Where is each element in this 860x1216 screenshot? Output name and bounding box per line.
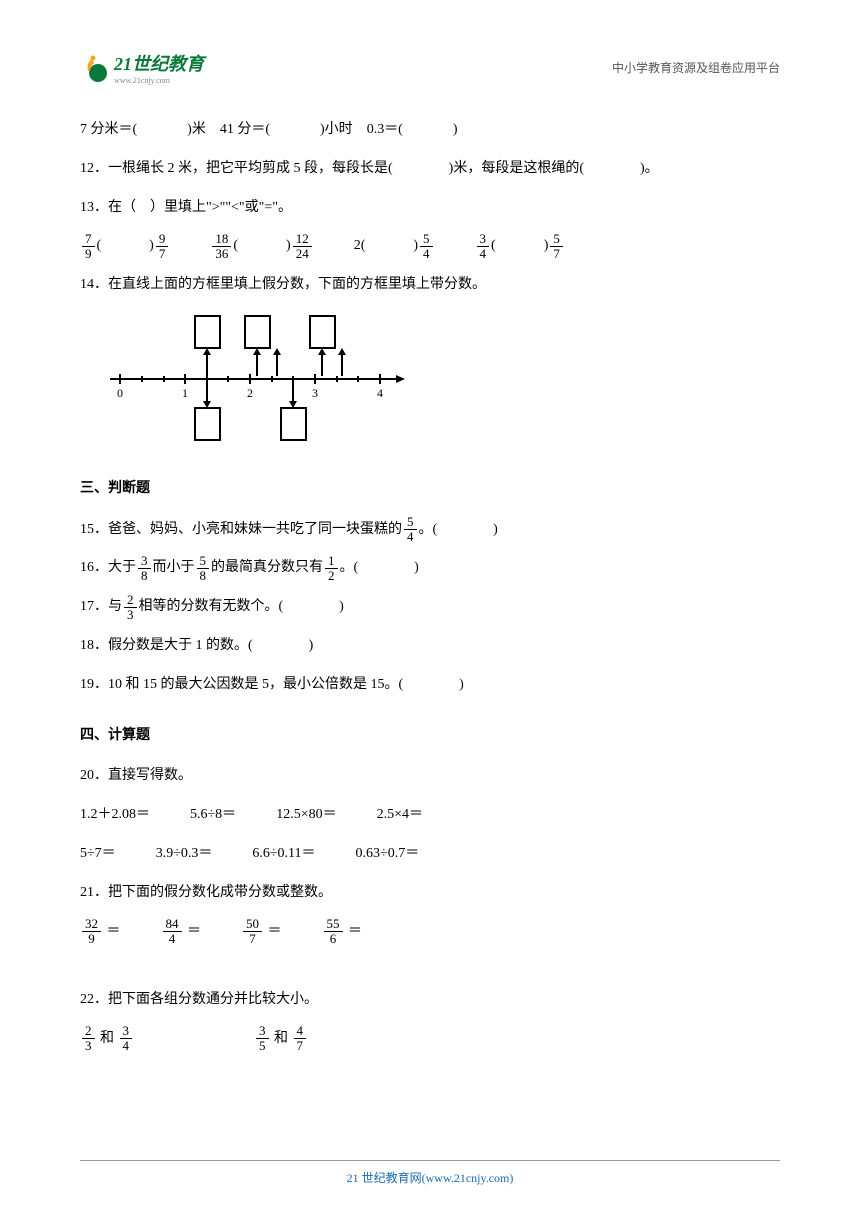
logo: 21世纪教育 www.21cnjy.com (80, 50, 204, 85)
q13-3-right: 54 (420, 232, 433, 262)
q17: 17．与 23 相等的分数有无数个。( ) (80, 592, 780, 623)
q19: 19．10 和 15 的最大公因数是 5，最小公倍数是 15。( ) (80, 670, 780, 701)
q15-frac: 54 (404, 515, 417, 545)
q20-r1-4: 2.5×4＝ (377, 800, 423, 831)
q13-4-right: 57 (550, 232, 563, 262)
tick-3: 3 (312, 386, 318, 400)
q20-r1-1: 1.2＋2.08＝ (80, 800, 150, 831)
q22-pair-2: 35 和 47 (254, 1024, 308, 1055)
q20-row1: 1.2＋2.08＝ 5.6÷8＝ 12.5×80＝ 2.5×4＝ (80, 800, 780, 831)
q13-4-left: 34 (477, 232, 490, 262)
q21-row: 329 ＝ 844 ＝ 507 ＝ 556 ＝ (80, 917, 780, 948)
tick-2: 2 (247, 386, 253, 400)
footer: 21 世纪教育网(www.21cnjy.com) (80, 1160, 780, 1186)
q17-frac: 23 (124, 593, 137, 623)
tick-4: 4 (377, 386, 383, 400)
q21-item-2: 844 ＝ (161, 917, 202, 948)
q21-item-3: 507 ＝ (241, 917, 282, 948)
conv2-post: )小时 (320, 115, 353, 146)
q20-r1-2: 5.6÷8＝ (190, 800, 236, 831)
q22-pair-1: 23 和 34 (80, 1024, 134, 1055)
logo-icon (80, 53, 110, 83)
q16-mid2: 的最简真分数只有 (211, 553, 323, 584)
q14: 14．在直线上面的方框里填上假分数，下面的方框里填上带分数。 (80, 270, 780, 301)
q20-r2-4: 0.63÷0.7＝ (356, 839, 420, 870)
q16-f3: 12 (325, 554, 338, 584)
q17-pre: 17．与 (80, 592, 122, 623)
section-4-title: 四、计算题 (80, 721, 780, 752)
conv3-pre: 0.3＝( (367, 115, 403, 146)
section-3-title: 三、判断题 (80, 474, 780, 505)
conv2-pre: 41 分＝( (220, 115, 270, 146)
q16: 16．大于 38 而小于 58 的最简真分数只有 12 。( ) (80, 553, 780, 584)
q13-2-left: 1836 (212, 232, 231, 262)
q13-item-4: 34 () 57 (475, 231, 565, 262)
conv1-pre: 7 分米＝( (80, 115, 137, 146)
header-right-text: 中小学教育资源及组卷应用平台 (612, 59, 780, 76)
q16-f2: 58 (197, 554, 210, 584)
content: 7 分米＝( )米 41 分＝( )小时 0.3＝( ) 12．一根绳长 2 米… (80, 115, 780, 1055)
q13-1-left: 79 (82, 232, 95, 262)
q12: 12．一根绳长 2 米，把它平均剪成 5 段，每段长是( )米，每段是这根绳的(… (80, 154, 780, 185)
q21-item-1: 329 ＝ (80, 917, 121, 948)
q15-post: 。( ) (419, 515, 498, 546)
logo-text: 21世纪教育 www.21cnjy.com (114, 50, 204, 85)
q16-post: 。( ) (340, 553, 419, 584)
q20-row2: 5÷7＝ 3.9÷0.3＝ 6.6÷0.11＝ 0.63÷0.7＝ (80, 839, 780, 870)
q13-item-2: 1836 () 1224 (210, 231, 313, 262)
q-top-conversions: 7 分米＝( )米 41 分＝( )小时 0.3＝( ) (80, 115, 780, 146)
q18: 18．假分数是大于 1 的数。( ) (80, 631, 780, 662)
q15-pre: 15．爸爸、妈妈、小亮和妹妹一共吃了同一块蛋糕的 (80, 515, 402, 546)
q20-r2-3: 6.6÷0.11＝ (252, 839, 315, 870)
conv3-post: ) (453, 115, 458, 146)
q16-pre: 16．大于 (80, 553, 136, 584)
q17-post: 相等的分数有无数个。( ) (139, 592, 344, 623)
q20-r2-2: 3.9÷0.3＝ (156, 839, 213, 870)
q20-r2-1: 5÷7＝ (80, 839, 116, 870)
logo-text-main: 21世纪教育 (114, 54, 204, 74)
q22-row: 23 和 34 35 和 47 (80, 1024, 780, 1055)
q16-mid1: 而小于 (153, 553, 195, 584)
q13-2-right: 1224 (293, 232, 312, 262)
conv1-post: )米 (187, 115, 206, 146)
q13-item-1: 79 () 97 (80, 231, 170, 262)
q13-item-3: 2 () 54 (354, 231, 435, 262)
logo-text-sub: www.21cnjy.com (114, 76, 204, 85)
q13-1-right: 97 (156, 232, 169, 262)
q15: 15．爸爸、妈妈、小亮和妹妹一共吃了同一块蛋糕的 54 。( ) (80, 515, 780, 546)
q20-r1-3: 12.5×80＝ (276, 800, 336, 831)
q21-title: 21．把下面的假分数化成带分数或整数。 (80, 878, 780, 909)
q13-items: 79 () 97 1836 () 1224 2 () 54 34 () 57 (80, 231, 780, 262)
tick-0: 0 (117, 386, 123, 400)
number-line-diagram: 0 1 2 3 4 (100, 311, 780, 454)
tick-1: 1 (182, 386, 188, 400)
q21-item-4: 556 ＝ (322, 917, 363, 948)
q20-title: 20．直接写得数。 (80, 761, 780, 792)
header: 21世纪教育 www.21cnjy.com 中小学教育资源及组卷应用平台 (80, 50, 780, 85)
q22-title: 22．把下面各组分数通分并比较大小。 (80, 985, 780, 1016)
q13-title: 13．在（ ）里填上">""<"或"="。 (80, 193, 780, 224)
q13-3-left: 2 (354, 231, 361, 262)
q16-f1: 38 (138, 554, 151, 584)
